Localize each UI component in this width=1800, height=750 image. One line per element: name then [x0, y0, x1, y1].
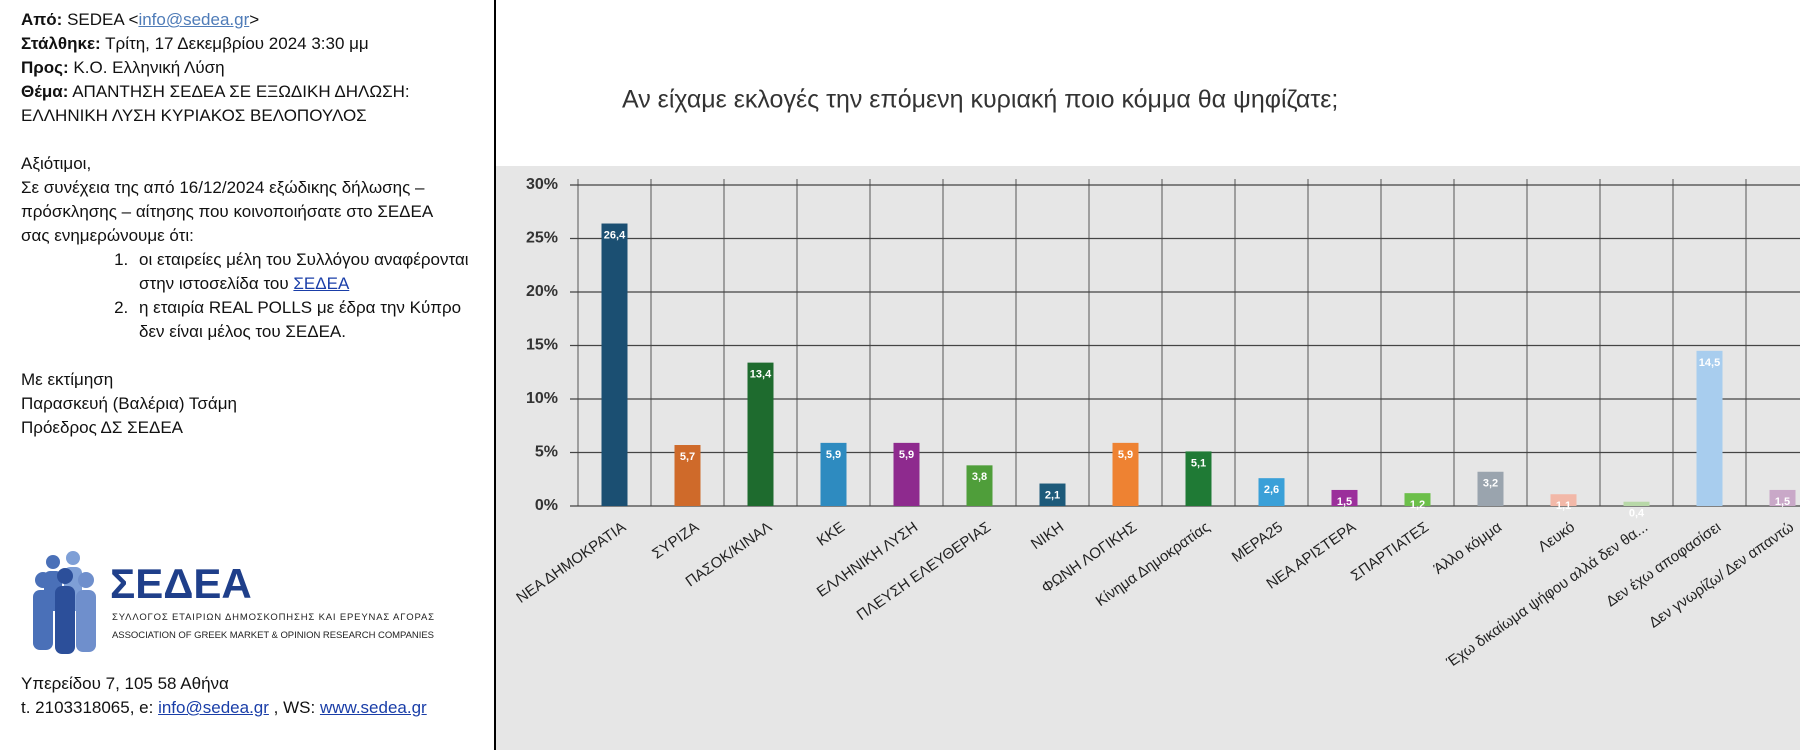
bar [1331, 489, 1358, 506]
recipient: Κ.Ο. Ελληνική Λύση [73, 58, 225, 77]
value-label: 1,2 [1410, 499, 1425, 511]
value-label: 3,8 [972, 471, 987, 483]
from-line: Από: SEDEA <info@sedea.gr> [21, 8, 481, 32]
phone: t. 2103318065, e: [21, 698, 154, 717]
value-label: 1,5 [1775, 496, 1790, 508]
bar [893, 442, 920, 506]
value-label: 5,1 [1191, 457, 1206, 469]
subject: ΑΠΑΝΤΗΣΗ ΣΕΔΕΑ ΣΕ ΕΞΩΔΙΚΗ ΔΗΛΩΣΗ: ΕΛΛΗΝΙ… [21, 82, 410, 125]
sent-date: Τρίτη, 17 Δεκεμβρίου 2024 3:30 μμ [105, 34, 369, 53]
bar [1039, 483, 1066, 506]
footer: Υπερείδου 7, 105 58 Αθήνα t. 2103318065,… [21, 672, 427, 720]
bar [601, 223, 628, 506]
value-label: 13,4 [750, 369, 772, 381]
bar [1623, 501, 1650, 506]
greeting: Αξιότιμοι, [21, 154, 92, 173]
email-content: Από: SEDEA <info@sedea.gr> Στάλθηκε: Τρί… [0, 0, 481, 440]
bar [1404, 493, 1431, 506]
logo-line: ΣΥΛΛΟΓΟΣ ΕΤΑΙΡΙΩΝ ΔΗΜΟΣΚΟΠΗΣΗΣ ΚΑΙ ΕΡΕΥΝ… [112, 612, 434, 623]
bar [1696, 350, 1723, 506]
value-label: 0,4 [1629, 508, 1645, 520]
bar [1258, 478, 1285, 506]
logo-figures [33, 551, 96, 654]
value-label: 2,1 [1045, 489, 1060, 501]
value-label: 3,2 [1483, 478, 1498, 490]
to-line: Προς: Κ.Ο. Ελληνική Λύση [21, 56, 481, 80]
chart-title: Αν είχαμε εκλογές την επόμενη κυριακή πο… [622, 86, 1338, 114]
contact: t. 2103318065, e: info@sedea.gr , WS: ww… [21, 696, 427, 720]
value-label: 5,9 [899, 449, 914, 461]
bar [1477, 471, 1504, 506]
y-tick-label: 10% [526, 390, 558, 407]
y-tick-label: 0% [535, 497, 558, 514]
bar [747, 362, 774, 506]
sent-line: Στάλθηκε: Τρίτη, 17 Δεκεμβρίου 2024 3:30… [21, 32, 481, 56]
y-tick-label: 25% [526, 230, 558, 247]
y-tick-label: 15% [526, 337, 558, 354]
logo-name: ΣΕΔΕΑ [110, 560, 252, 607]
chart: Αν είχαμε εκλογές την επόμενη κυριακή πο… [496, 86, 1800, 750]
value-label: 1,5 [1337, 496, 1352, 508]
bar [1550, 494, 1577, 506]
list-item: η εταιρία REAL POLLS με έδρα την Κύπρο δ… [133, 296, 481, 344]
y-tick-label: 5% [535, 444, 558, 461]
bar [674, 445, 701, 506]
logo: ΣΕΔΕΑ ΣΥΛΛΟΓΟΣ ΕΤΑΙΡΙΩΝ ΔΗΜΟΣΚΟΠΗΣΗΣ ΚΑΙ… [33, 551, 434, 654]
subject-line: Θέμα: ΑΠΑΝΤΗΣΗ ΣΕΔΕΑ ΣΕ ΕΞΩΔΙΚΗ ΔΗΛΩΣΗ: … [21, 80, 481, 128]
list-item: οι εταιρείες μέλη του Συλλόγου αναφέροντ… [133, 248, 481, 296]
signer-role: Πρόεδρος ΔΣ ΣΕΔΕΑ [21, 418, 184, 437]
y-tick-label: 30% [526, 176, 558, 193]
sender-email[interactable]: info@sedea.gr [138, 10, 250, 29]
chart-background [496, 166, 1800, 750]
item-text: οι εταιρείες μέλη του Συλλόγου αναφέροντ… [139, 250, 469, 293]
bar [966, 465, 993, 506]
address: Υπερείδου 7, 105 58 Αθήνα [21, 674, 229, 693]
label: Προς: [21, 58, 69, 77]
separator: , WS: [273, 698, 316, 717]
value-label: 5,9 [826, 449, 841, 461]
signoff: Με εκτίμηση [21, 370, 114, 389]
sender: SEDEA < [67, 10, 139, 29]
list: οι εταιρείες μέλη του Συλλόγου αναφέροντ… [21, 248, 481, 344]
bar [820, 442, 847, 506]
bar [1769, 489, 1796, 506]
value-label: 2,6 [1264, 484, 1279, 496]
email-panel: Από: SEDEA <info@sedea.gr> Στάλθηκε: Τρί… [0, 0, 496, 750]
value-label: 14,5 [1699, 357, 1720, 369]
sender-close: > [249, 10, 260, 29]
website[interactable]: www.sedea.gr [319, 698, 427, 717]
label: Θέμα: [21, 82, 69, 101]
value-label: 5,9 [1118, 449, 1133, 461]
item-text: η εταιρία REAL POLLS με έδρα την Κύπρο δ… [139, 298, 462, 341]
value-label: 26,4 [604, 229, 626, 241]
label: Στάλθηκε: [21, 34, 101, 53]
intro: Σε συνέχεια της από 16/12/2024 εξώδικης … [21, 178, 433, 245]
signer: Παρασκευή (Βαλέρια) Τσάμη [21, 394, 237, 413]
item-link[interactable]: ΣΕΔΕΑ [293, 274, 350, 293]
value-label: 5,7 [680, 451, 695, 463]
y-tick-label: 20% [526, 283, 558, 300]
bar [1185, 451, 1212, 506]
footer-email[interactable]: info@sedea.gr [158, 698, 269, 717]
bar [1112, 442, 1139, 506]
logo-line: ASSOCIATION OF GREEK MARKET & OPINION RE… [112, 630, 434, 641]
label: Από: [21, 10, 63, 29]
value-label: 1,1 [1556, 500, 1571, 512]
